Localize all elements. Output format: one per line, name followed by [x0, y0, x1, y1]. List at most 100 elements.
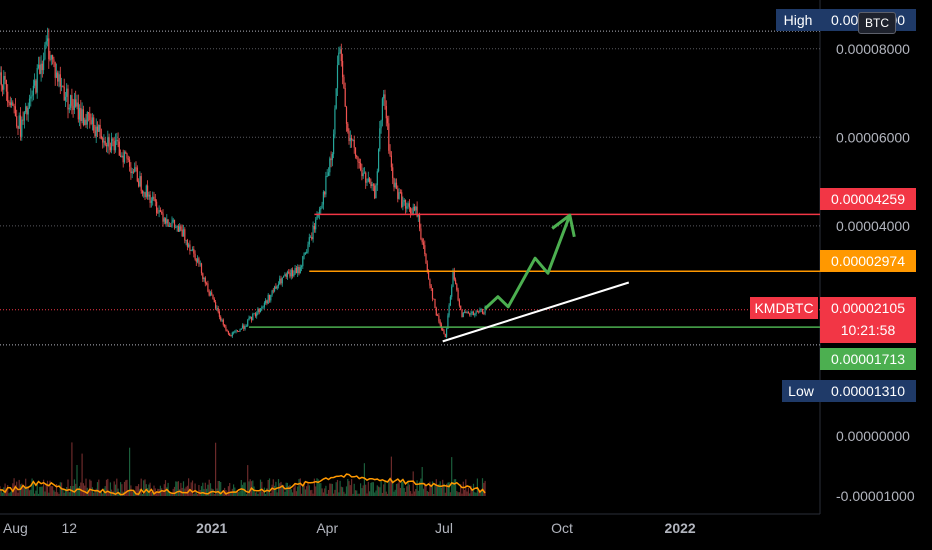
candle-body: [22, 119, 24, 121]
volume-bar: [376, 485, 378, 496]
volume-bar: [35, 490, 37, 496]
volume-bar: [286, 482, 288, 496]
volume-bar: [116, 478, 118, 496]
x-tick-label: 12: [62, 520, 78, 536]
volume-bar: [292, 492, 294, 496]
volume-bar: [398, 481, 400, 496]
candle-body: [91, 117, 93, 125]
volume-bar: [50, 486, 52, 496]
candle-body: [161, 212, 163, 214]
volume-bar: [390, 456, 392, 496]
candle-body: [112, 138, 114, 141]
volume-bar: [413, 491, 416, 496]
volume-bar: [212, 489, 214, 496]
candle-body: [39, 64, 41, 74]
candle-body: [194, 253, 196, 260]
volume-bar: [308, 485, 310, 496]
volume-bar: [281, 484, 283, 496]
volume-bar: [161, 488, 163, 496]
candle-body: [143, 192, 145, 194]
volume-bar: [195, 491, 197, 496]
candle-body: [315, 219, 317, 230]
candle-body: [365, 172, 367, 183]
candle-body: [306, 251, 308, 254]
volume-bar: [54, 491, 56, 496]
volume-bar: [384, 480, 386, 496]
volume-bar: [474, 492, 476, 496]
candle-body: [3, 76, 5, 90]
candle-body: [271, 290, 273, 295]
volume-bar: [480, 489, 482, 496]
volume-bar: [46, 480, 49, 496]
candle-body: [37, 64, 40, 68]
candle-body: [134, 167, 136, 172]
volume-bar: [188, 478, 190, 496]
candle-body: [90, 120, 92, 125]
volume-bar: [298, 479, 300, 496]
volume-bar: [186, 485, 188, 496]
candle-body: [13, 105, 15, 107]
candle-body: [388, 123, 390, 151]
candle-body: [36, 68, 38, 93]
candle-body: [276, 286, 278, 289]
volume-bar: [132, 490, 135, 496]
candle-body: [109, 147, 111, 151]
y-tick-label: 0.00008000: [836, 41, 910, 57]
volume-bar: [324, 488, 326, 496]
currency-badge[interactable]: BTC: [858, 12, 896, 34]
candle-body: [4, 76, 6, 80]
candle-body: [469, 313, 471, 315]
candle-body: [449, 296, 451, 306]
volume-bar: [258, 492, 260, 496]
volume-bar: [335, 482, 337, 496]
volume-bar: [357, 493, 359, 496]
volume-bar: [76, 465, 78, 496]
candle-body: [44, 44, 46, 60]
volume-bar: [127, 490, 129, 496]
volume-bar: [247, 465, 249, 496]
volume-bar: [333, 493, 335, 496]
volume-bar: [268, 478, 271, 496]
candle-body: [224, 324, 226, 327]
candle-body: [72, 105, 74, 111]
volume-bar: [279, 483, 281, 496]
candle-body: [102, 138, 104, 143]
candle-body: [9, 102, 11, 106]
candle-body: [227, 330, 229, 334]
candle-body: [431, 288, 434, 299]
candle-body: [204, 277, 206, 284]
candle-body: [294, 268, 296, 274]
volume-bar: [471, 490, 473, 496]
candle-body: [415, 206, 417, 211]
candle-body: [27, 107, 29, 115]
candle-body: [358, 161, 360, 163]
volume-bar: [49, 480, 51, 496]
candle-body: [366, 181, 368, 183]
volume-bar: [218, 481, 220, 496]
x-tick-label: 2021: [196, 520, 227, 536]
volume-bar: [461, 493, 463, 496]
candle-body: [438, 315, 440, 322]
volume-bar: [103, 488, 105, 496]
volume-bar: [478, 491, 480, 496]
candle-body: [386, 118, 389, 124]
volume-bar: [484, 480, 486, 496]
candle-body: [229, 333, 231, 336]
volume-bar: [267, 480, 269, 496]
symbol-label: KMDBTC: [750, 297, 818, 319]
volume-bar: [81, 453, 83, 496]
volume-bar: [415, 489, 417, 496]
candle-body: [153, 196, 155, 199]
candle-body: [53, 59, 55, 63]
level-tag-2: 0.00002974: [820, 250, 916, 272]
candle-body: [334, 108, 336, 135]
candle-body: [428, 270, 430, 279]
volume-bar: [71, 442, 73, 496]
volume-bars: [0, 442, 486, 497]
candle-body: [380, 120, 382, 129]
candle-body: [480, 309, 482, 310]
candle-body: [270, 295, 272, 301]
volume-bar: [21, 483, 23, 496]
